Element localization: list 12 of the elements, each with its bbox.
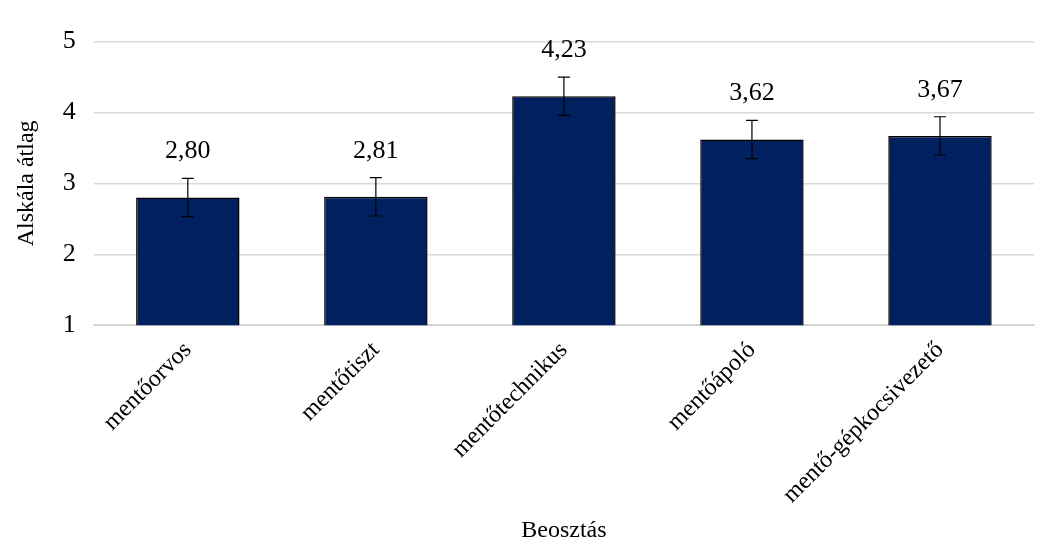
data-label: 3,62 xyxy=(729,77,775,107)
data-label: 4,23 xyxy=(541,33,587,63)
y-tick-label: 3 xyxy=(62,167,76,197)
data-label: 2,81 xyxy=(353,134,399,164)
data-label: 3,67 xyxy=(917,73,963,103)
y-tick-label: 4 xyxy=(62,96,76,126)
y-axis-title: Alskála átlag xyxy=(11,120,38,247)
y-tick-label: 5 xyxy=(62,25,76,55)
x-axis-title: Beosztás xyxy=(521,515,607,542)
data-label: 2,80 xyxy=(165,135,211,165)
y-tick-label: 1 xyxy=(62,308,76,338)
y-tick-label: 2 xyxy=(62,238,76,268)
